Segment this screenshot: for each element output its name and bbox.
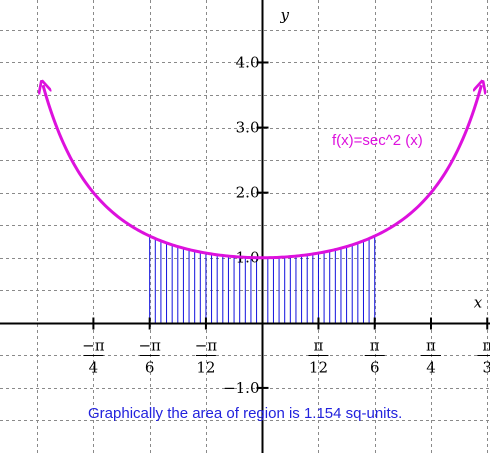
y-tick-label: 4.0 [236,53,260,71]
x-tick-denominator: 6 [370,359,380,377]
y-tick-label: 2.0 [236,184,260,202]
x-tick-numerator: −π [82,337,105,355]
function-label: f(x)=sec^2 (x) [332,132,423,149]
x-tick-numerator: −π [138,337,161,355]
x-axis-letter: x [474,294,483,312]
x-tick-numerator: π [314,337,324,355]
y-tick-label: 3.0 [236,119,260,137]
x-tick-numerator: π [426,337,436,355]
x-tick-numerator: π [370,337,380,355]
x-tick-denominator: 3 [482,359,490,377]
x-tick-denominator: 4 [89,359,99,377]
curve-layer [43,85,481,260]
x-tick-denominator: 4 [426,359,436,377]
x-tick-denominator: 6 [145,359,155,377]
y-tick-label: −1.0 [223,379,259,397]
y-axis-letter: y [280,6,290,24]
x-tick-denominator: 12 [196,359,215,377]
function-curve [43,85,481,260]
area-note: Graphically the area of region is 1.154 … [88,405,402,422]
x-tick-numerator: −π [195,337,218,355]
x-tick-denominator: 12 [309,359,328,377]
x-tick-numerator: π [482,337,490,355]
